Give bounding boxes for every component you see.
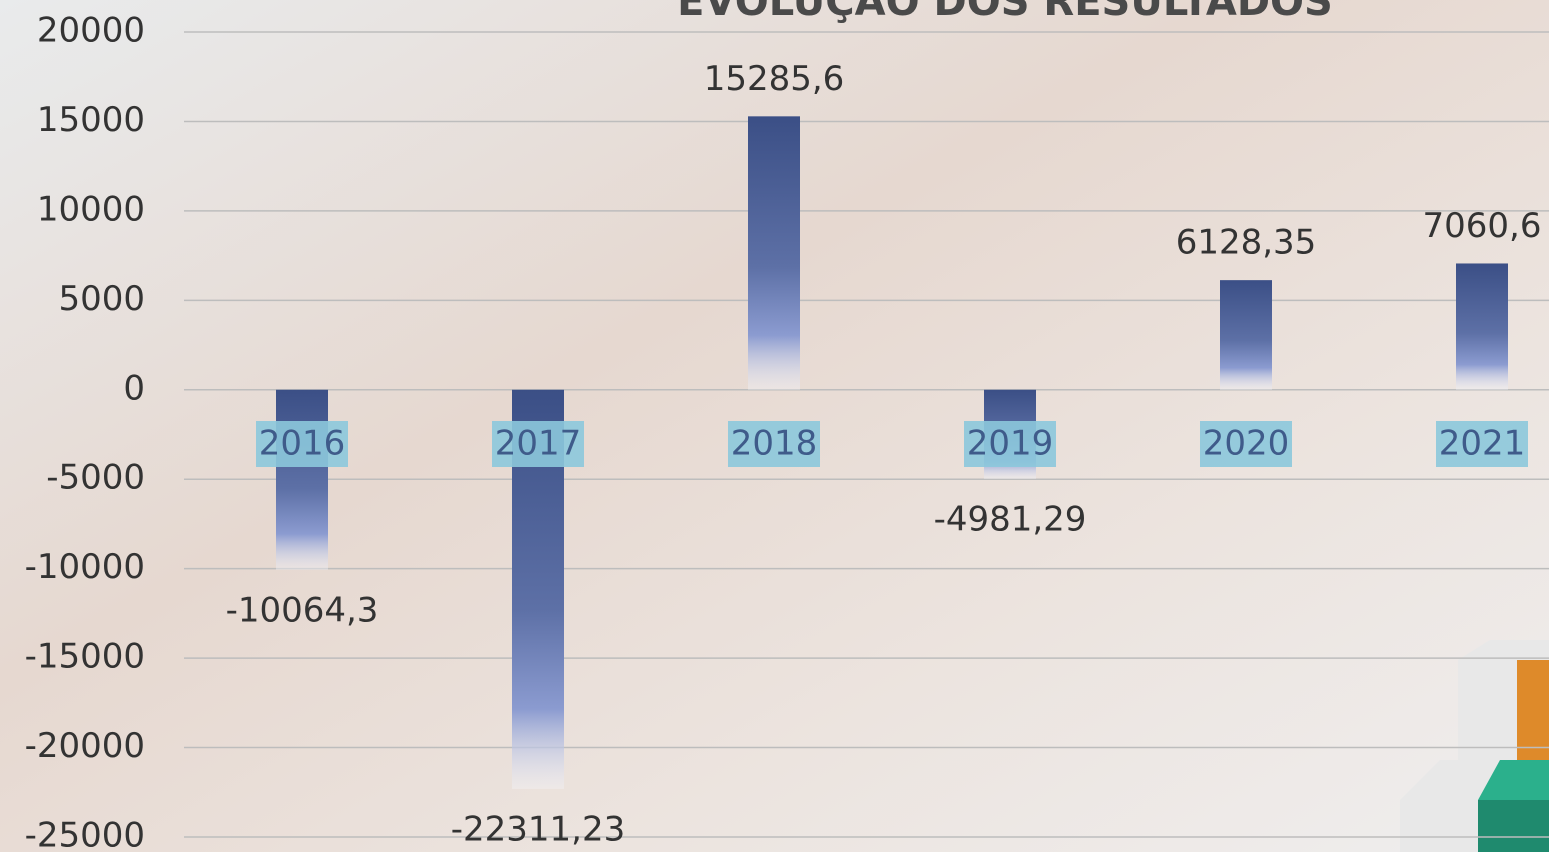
value-label: 15285,6 (704, 59, 845, 99)
y-tick-label: -5000 (46, 458, 145, 498)
x-tick-box (964, 421, 1056, 467)
x-tick-label: 2020 (1203, 424, 1290, 464)
x-tick-box (1200, 421, 1292, 467)
x-tick-box (256, 421, 348, 467)
x-tick-box (492, 421, 584, 467)
bar (1220, 280, 1272, 390)
chart-title: EVOLUÇÃO DOS RESULTADOS (677, 0, 1333, 25)
value-label: -10064,3 (226, 590, 379, 630)
y-tick-label: 5000 (58, 279, 145, 319)
y-tick-label: 15000 (37, 100, 145, 140)
x-tick-label: 2017 (495, 424, 582, 464)
cubes-decoration (1400, 640, 1549, 852)
value-label: 7060,6 (1423, 206, 1542, 246)
x-tick-label: 2016 (259, 424, 346, 464)
value-label: -4981,29 (934, 499, 1087, 539)
x-tick-box (1436, 421, 1528, 467)
y-tick-label: 0 (123, 368, 145, 408)
x-tick-label: 2018 (731, 424, 818, 464)
x-tick-label: 2021 (1439, 424, 1526, 464)
bar (276, 389, 328, 570)
value-label: 6128,35 (1176, 223, 1317, 263)
bar (748, 116, 800, 390)
y-tick-label: -20000 (25, 726, 145, 766)
y-tick-label: -15000 (25, 637, 145, 677)
bar (1456, 263, 1508, 390)
y-tick-label: -25000 (25, 816, 145, 852)
x-tick-box (728, 421, 820, 467)
y-tick-label: 10000 (37, 189, 145, 229)
y-tick-label: -10000 (25, 547, 145, 587)
y-tick-label: 20000 (37, 11, 145, 51)
x-tick-label: 2019 (967, 424, 1054, 464)
value-label: -22311,23 (451, 809, 626, 849)
